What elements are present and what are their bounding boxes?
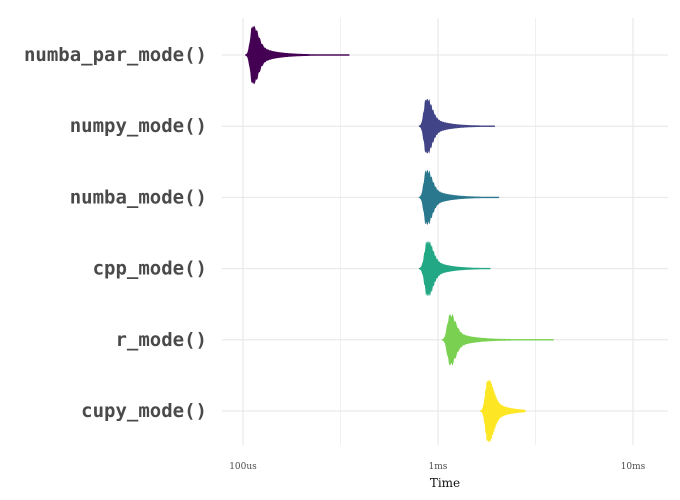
category-labels: numba_par_mode() numpy_mode() numba_mode()…: [24, 44, 207, 422]
category-label-4: r_mode(): [115, 329, 207, 351]
violin-cupy-mode: [480, 379, 526, 443]
violin-r-mode: [441, 313, 554, 366]
category-label-1: numpy_mode(): [70, 115, 207, 137]
violin-numba-mode: [418, 170, 500, 225]
violin-numpy-mode: [418, 98, 495, 154]
x-tick-label-1: 1ms: [429, 462, 448, 472]
grid-lines: [222, 18, 668, 445]
violin-numba-par-mode: [245, 25, 350, 85]
category-label-5: cupy_mode(): [81, 400, 207, 422]
category-label-0: numba_par_mode(): [24, 44, 207, 66]
violins: [245, 25, 554, 443]
category-label-3: cpp_mode(): [93, 258, 207, 280]
x-tick-labels: 100us 1ms 10ms: [229, 462, 645, 472]
violin-cpp-mode: [418, 241, 491, 296]
x-tick-label-0: 100us: [229, 462, 257, 472]
x-axis-title: Time: [430, 476, 460, 490]
category-label-2: numba_mode(): [70, 186, 207, 208]
x-tick-label-2: 10ms: [621, 462, 646, 472]
